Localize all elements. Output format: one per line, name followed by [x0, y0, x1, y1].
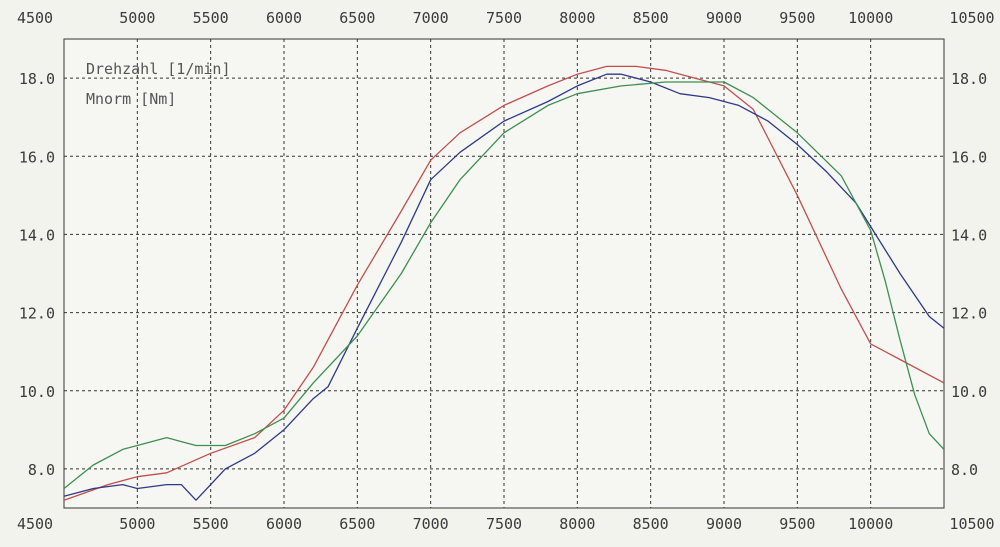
legend-label-drehzahl: Drehzahl [1/min] — [86, 60, 231, 78]
x-tick-label-top: 10500 — [949, 9, 994, 27]
y-tick-label-right: 18.0 — [951, 70, 987, 88]
x-tick-label-top: 10000 — [848, 9, 893, 27]
series-line-2 — [63, 73, 945, 501]
legend: Drehzahl [1/min] Mnorm [Nm] — [86, 60, 231, 108]
x-tick-labels-bottom: 4500 5000 5500 6000 6500 7000 7500 8000 8500 9000… — [17, 515, 995, 533]
legend-label-mnorm: Mnorm [Nm] — [86, 90, 176, 108]
y-tick-label-right: 16.0 — [951, 148, 987, 166]
x-tick-label-top: 5500 — [193, 9, 229, 27]
x-tick-label-top: 6000 — [266, 9, 302, 27]
x-tick-label-bottom: 7500 — [486, 515, 522, 533]
series-group — [63, 65, 945, 501]
y-tick-label-right: 14.0 — [951, 226, 987, 244]
x-tick-label-top: 9000 — [706, 9, 742, 27]
y-tick-label-left: 10.0 — [19, 383, 55, 401]
x-tick-label-top: 8500 — [633, 9, 669, 27]
x-tick-label-bottom: 10500 — [949, 515, 994, 533]
x-tick-label-top: 4500 — [17, 9, 53, 27]
y-tick-label-right: 10.0 — [951, 383, 987, 401]
x-tick-label-bottom: 5500 — [193, 515, 229, 533]
y-tick-labels-right: 8.0 10.0 12.0 14.0 16.0 18.0 — [951, 70, 987, 479]
x-tick-label-top: 8000 — [559, 9, 595, 27]
y-tick-label-left: 16.0 — [19, 148, 55, 166]
x-tick-label-bottom: 7000 — [413, 515, 449, 533]
x-tick-label-bottom: 6000 — [266, 515, 302, 533]
y-tick-label-left: 8.0 — [28, 461, 55, 479]
x-tick-label-bottom: 9500 — [779, 515, 815, 533]
x-tick-label-top: 7000 — [413, 9, 449, 27]
y-tick-label-right: 8.0 — [951, 461, 978, 479]
x-tick-label-top: 9500 — [779, 9, 815, 27]
x-tick-labels-top: 4500 5000 5500 6000 6500 7000 7500 8000 8500 9000… — [17, 9, 995, 27]
grid-lines — [64, 39, 944, 508]
x-tick-label-bottom: 5000 — [119, 515, 155, 533]
x-tick-label-top: 5000 — [119, 9, 155, 27]
y-tick-label-left: 14.0 — [19, 226, 55, 244]
x-tick-label-bottom: 6500 — [339, 515, 375, 533]
series-line-1 — [63, 65, 945, 501]
x-tick-label-top: 7500 — [486, 9, 522, 27]
y-tick-label-left: 18.0 — [19, 70, 55, 88]
y-tick-label-right: 12.0 — [951, 305, 987, 323]
x-tick-label-bottom: 8000 — [559, 515, 595, 533]
x-tick-label-bottom: 4500 — [17, 515, 53, 533]
x-tick-label-bottom: 8500 — [633, 515, 669, 533]
y-tick-labels-left: 8.0 10.0 12.0 14.0 16.0 18.0 — [19, 70, 55, 479]
y-tick-label-left: 12.0 — [19, 305, 55, 323]
series-line-3 — [63, 81, 945, 490]
x-tick-label-top: 6500 — [339, 9, 375, 27]
x-tick-label-bottom: 10000 — [848, 515, 893, 533]
x-tick-label-bottom: 9000 — [706, 515, 742, 533]
